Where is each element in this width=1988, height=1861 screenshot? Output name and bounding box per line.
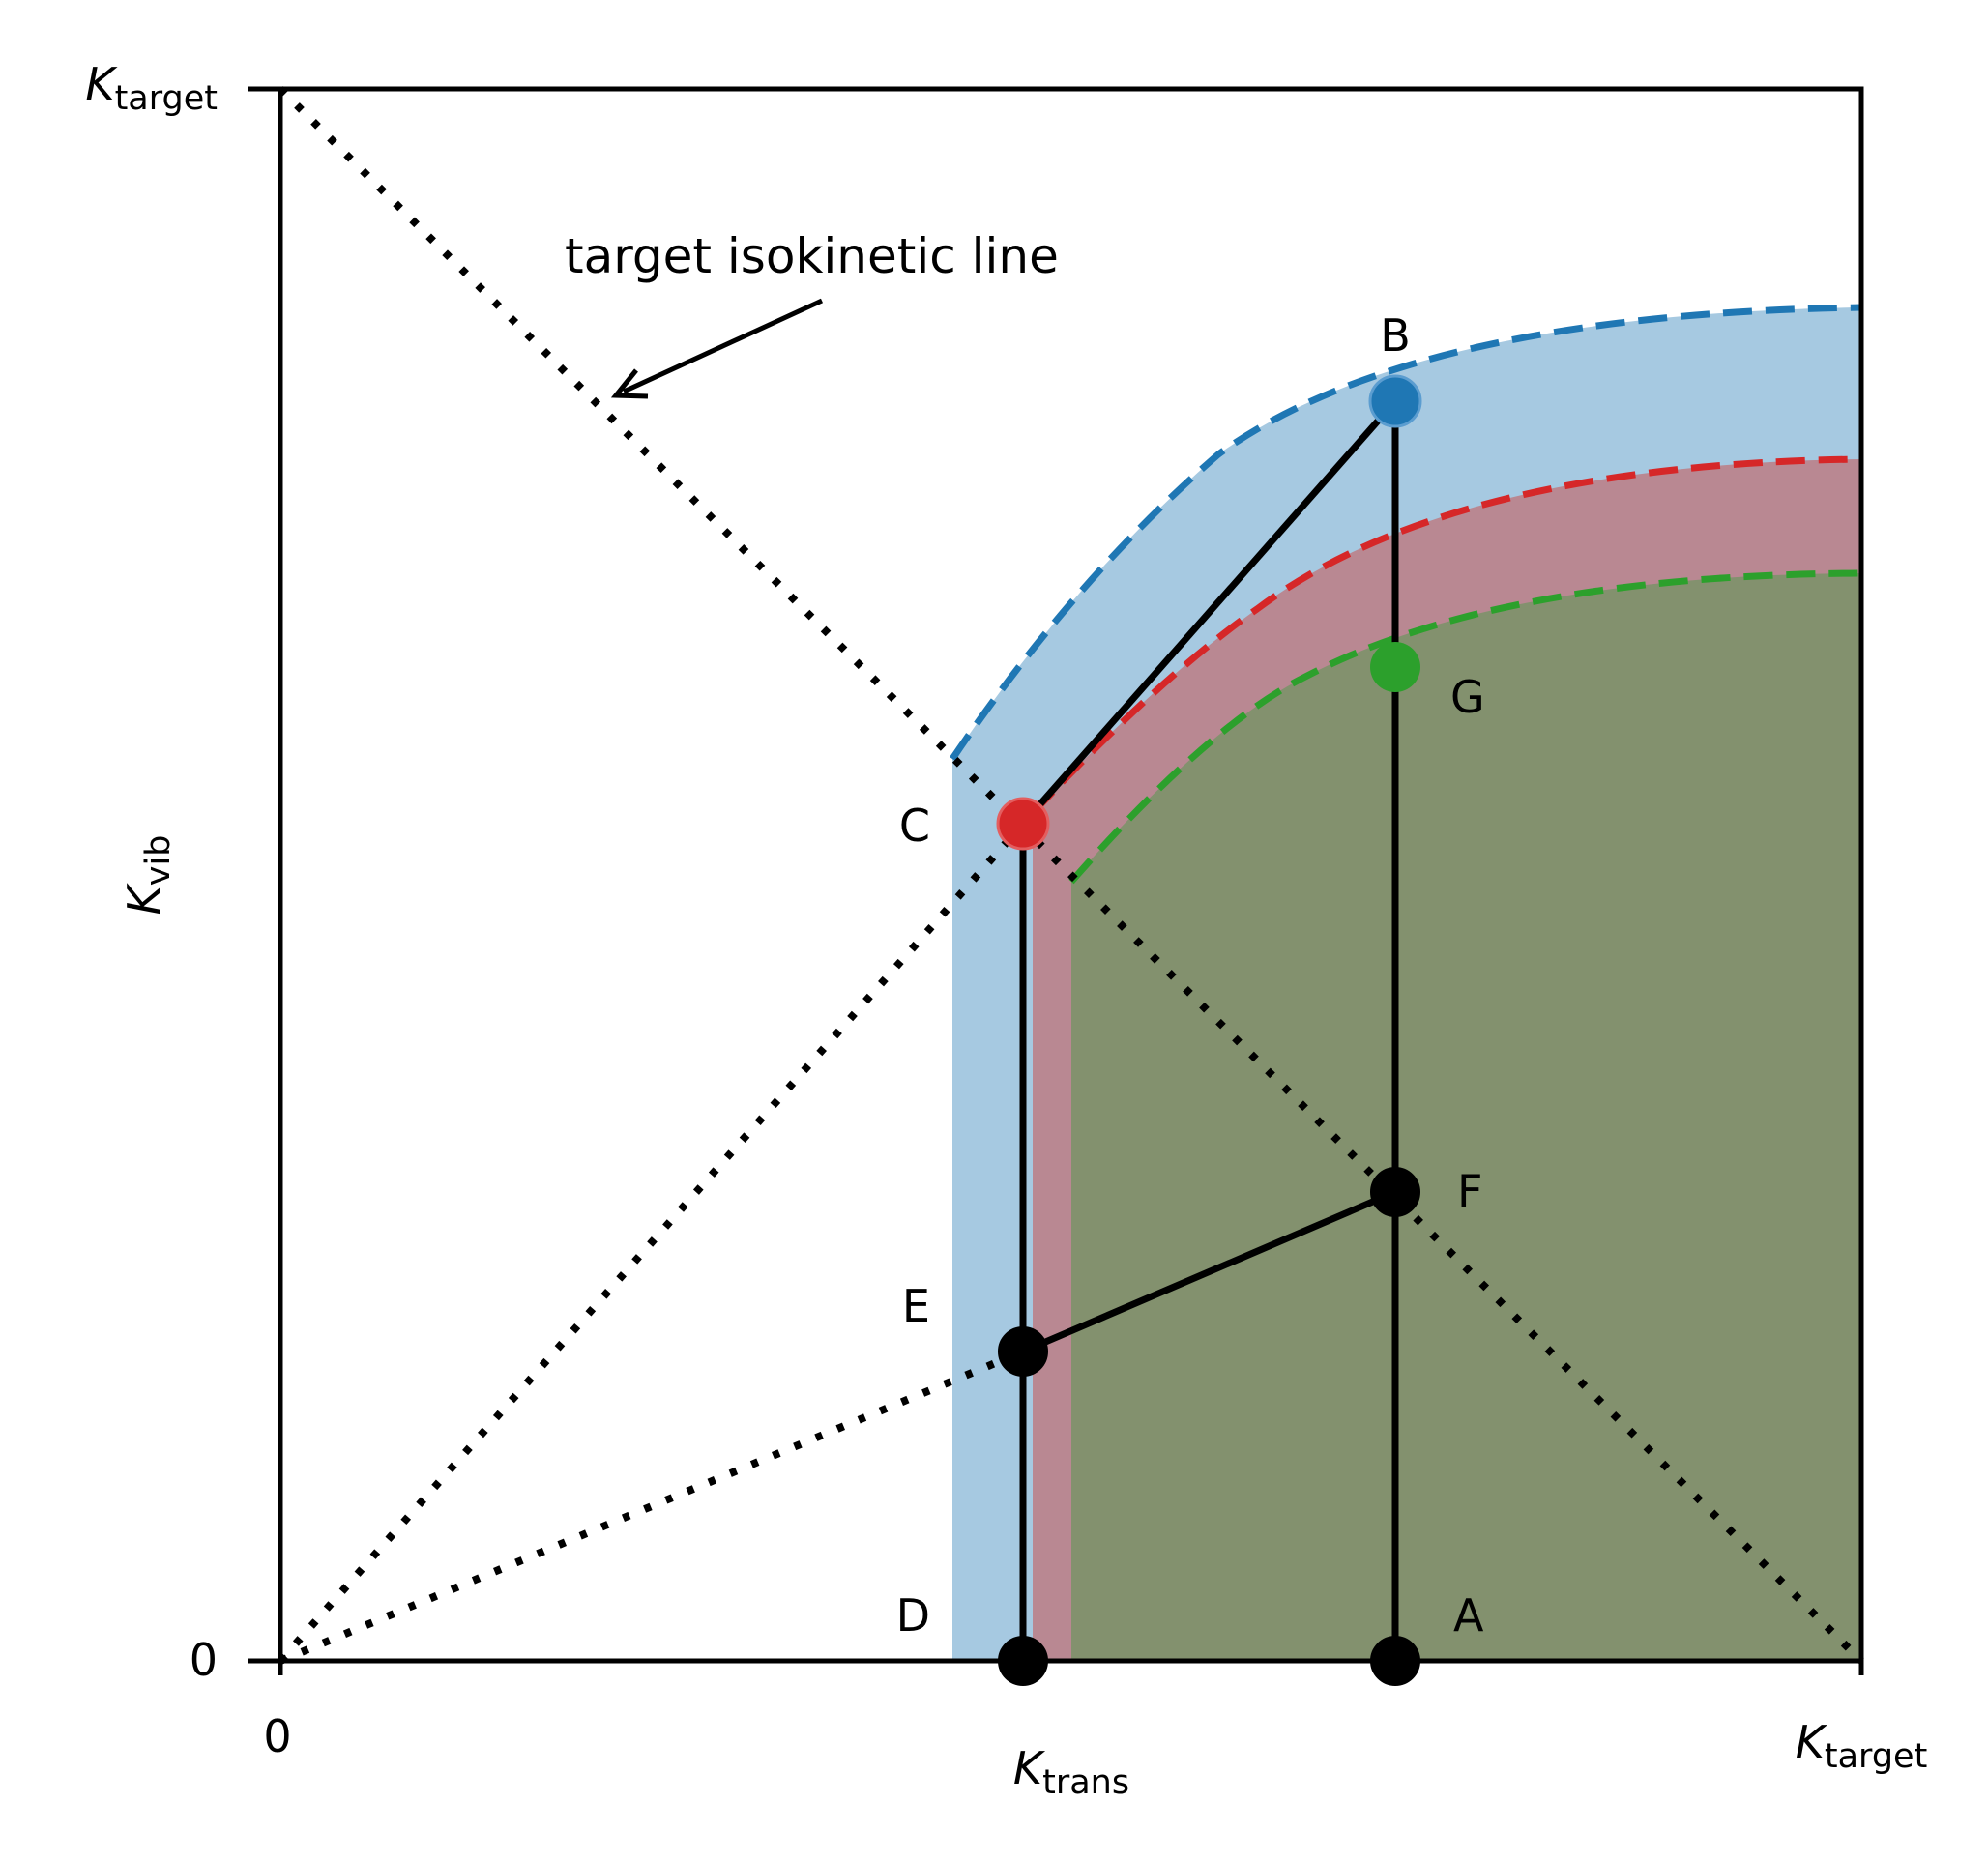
point-c-marker (996, 797, 1050, 851)
annotation-text: target isokinetic line (565, 228, 1059, 284)
y-tick-label-0: 0 (190, 1634, 218, 1686)
point-label-e: E (902, 1280, 930, 1332)
blue-boundary-curve (950, 304, 1862, 761)
dotted-ray-to-c (278, 821, 1026, 1664)
y-axis-label: Kvib (118, 835, 178, 916)
point-label-g: G (1450, 671, 1485, 723)
axes-frame (278, 86, 1864, 1664)
arrow-head (610, 368, 649, 399)
x-tick-label-0: 0 (263, 1710, 291, 1762)
green-boundary-curve (1068, 569, 1862, 885)
point-label-c: C (899, 800, 930, 852)
segment-c-b (1020, 398, 1398, 827)
red-boundary-curve (1030, 455, 1862, 816)
x-axis-label: Ktrans (1013, 1742, 1129, 1802)
point-b-marker (1368, 374, 1422, 428)
point-label-b: B (1380, 309, 1411, 362)
segment-e-f (1021, 1188, 1397, 1355)
point-label-a: A (1453, 1589, 1484, 1642)
point-e-marker (998, 1326, 1048, 1377)
y-tick-label-target: Ktarget (85, 58, 218, 118)
point-label-f: F (1457, 1165, 1482, 1217)
point-f-marker (1370, 1167, 1420, 1217)
annotation-arrow (622, 298, 824, 394)
target-isokinetic-line (278, 86, 1864, 1664)
green-region (1071, 573, 1861, 1661)
x-tick-label-target: Ktarget (1796, 1716, 1928, 1776)
point-label-d: D (896, 1589, 930, 1642)
point-g-marker (1370, 642, 1420, 692)
